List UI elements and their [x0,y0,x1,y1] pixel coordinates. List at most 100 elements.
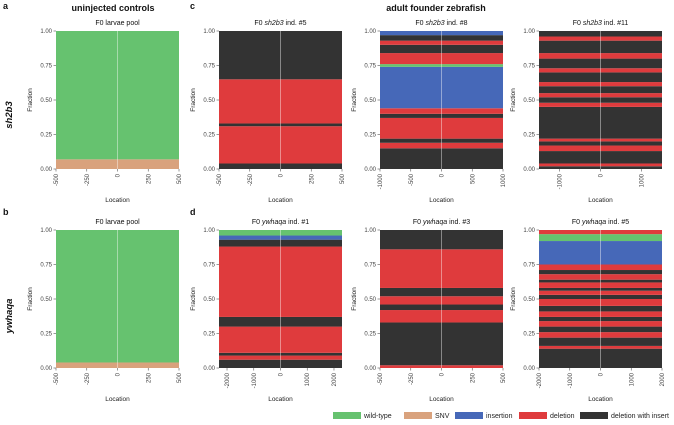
panel-title-gene: ywhaqa [261,219,286,226]
x-tick-label: -250 [248,173,254,186]
panel-6: F0 ywhaqa ind. #1 0.00 0.25 0.50 0.75 1.00 -20… [190,219,342,403]
y-tick-label: 0.00 [523,167,535,173]
x-tick-label: 500 [177,173,183,184]
x-tick-label: 0 [599,372,605,376]
panel-title: F0 ywhaqa ind. #5 [572,219,629,226]
panel-5: F0 larvae pool 0.00 0.25 0.50 0.75 1.00 -500 -2… [27,219,183,403]
panel-8: F0 ywhaqa ind. #5 0.00 0.25 0.50 0.75 1.00 -20… [510,219,666,403]
x-tick-label: 500 [470,173,476,184]
y-tick-label: 0.75 [203,263,215,269]
y-axis-title: Fraction [510,88,517,112]
x-tick-label: 250 [146,173,152,184]
x-axis-title: Location [268,396,293,403]
x-axis-title: Location [429,197,454,204]
y-tick-label: 0.25 [203,133,215,139]
panel-7: F0 ywhaqa ind. #3 0.00 0.25 0.50 0.75 1.00 -50… [351,219,507,403]
panel-2: F0 sh2b3 ind. #5 0.00 0.25 0.50 0.75 1.00 -500… [190,20,346,204]
x-tick-label: 0 [599,173,605,177]
x-tick-label: -1000 [252,372,258,388]
y-tick-label: 0.50 [40,297,52,303]
group-title-controls: uninjected controls [71,3,154,13]
panel-title-prefix: F0 larvae pool [95,20,140,27]
y-tick-label: 0.00 [203,366,215,372]
y-tick-label: 0.75 [364,263,376,269]
panel-title-prefix: F0 [573,20,583,27]
x-tick-label: -2000 [537,372,543,388]
panel-title: F0 larvae pool [95,219,140,226]
panel-title-prefix: F0 [252,219,262,226]
y-tick-label: 1.00 [40,228,52,234]
y-tick-label: 0.25 [40,133,52,139]
y-tick-label: 0.25 [203,332,215,338]
panel-title-prefix: F0 larvae pool [95,219,140,226]
x-tick-label: -2000 [225,372,231,388]
y-axis-title: Fraction [351,88,358,112]
panel-title: F0 sh2b3 ind. #11 [573,20,629,27]
panel-title: F0 sh2b3 ind. #8 [415,20,467,27]
legend-label-snv: SNV [435,413,450,420]
y-tick-label: 0.75 [40,263,52,269]
x-axis-title: Location [588,197,613,204]
y-tick-label: 0.75 [203,64,215,70]
y-tick-label: 0.50 [203,297,215,303]
x-tick-label: -1000 [568,372,574,388]
y-tick-label: 0.50 [364,297,376,303]
panel-title-prefix: F0 [254,20,264,27]
panel-1: F0 larvae pool 0.00 0.25 0.50 0.75 1.00 -500 -2… [27,20,183,204]
y-axis-title: Fraction [190,88,197,112]
y-axis-title: Fraction [27,287,34,311]
x-tick-label: -250 [409,372,415,385]
y-tick-label: 0.75 [40,64,52,70]
x-tick-label: -500 [54,173,60,186]
y-tick-label: 0.75 [364,64,376,70]
legend-item-deletion-with-insert: deletion with insert [580,412,669,420]
x-tick-label: 2000 [660,372,666,386]
panel-title-prefix: F0 [415,20,425,27]
panel-title-suffix: ind. #8 [445,20,468,27]
x-axis-title: Location [588,396,613,403]
x-tick-label: 1000 [501,173,507,187]
x-tick-label: 0 [116,173,122,177]
row-label-sh2b3: sh2b3 [4,101,15,129]
y-tick-label: 0.75 [523,64,535,70]
panel-title-gene: sh2b3 [265,20,284,27]
x-tick-label: -1000 [558,173,564,189]
panel-title-gene: sh2b3 [426,20,445,27]
x-tick-label: -1000 [378,173,384,189]
panel-letter-d: d [190,207,196,217]
x-tick-label: -500 [409,173,415,186]
legend: wild-type SNV insertion deletion deletio… [333,412,669,420]
panel-title-suffix: ind. #1 [286,219,309,226]
legend-item-insertion: insertion [455,412,513,420]
panel-title: F0 ywhaqa ind. #3 [413,219,470,226]
x-tick-label: -500 [217,173,223,186]
x-axis-title: Location [429,396,454,403]
panel-title-gene: ywhaqa [422,219,447,226]
x-tick-label: 2000 [332,372,338,386]
legend-item-snv: SNV [404,412,450,420]
y-tick-label: 1.00 [203,228,215,234]
y-tick-label: 0.25 [364,332,376,338]
y-tick-label: 0.50 [523,297,535,303]
y-tick-label: 0.00 [203,167,215,173]
legend-label-deletion-with-insert: deletion with insert [611,413,669,420]
y-tick-label: 0.00 [40,366,52,372]
legend-item-deletion: deletion [519,412,575,420]
y-tick-label: 0.50 [203,98,215,104]
y-tick-label: 0.50 [364,98,376,104]
legend-item-wild-type: wild-type [333,412,392,420]
x-tick-label: -250 [85,372,91,385]
panel-title-suffix: ind. #3 [447,219,470,226]
y-axis-title: Fraction [190,287,197,311]
panel-letter-a: a [3,1,9,11]
x-axis-title: Location [268,197,293,204]
x-tick-label: 250 [146,372,152,383]
x-axis-title: Location [105,197,130,204]
panel-4: F0 sh2b3 ind. #11 0.00 0.25 0.50 0.75 1.00 -10… [510,20,662,204]
x-tick-label: 1000 [305,372,311,386]
legend-label-insertion: insertion [486,413,513,420]
legend-swatch-insertion [455,412,483,419]
legend-swatch-deletion [519,412,547,419]
x-tick-label: 0 [440,173,446,177]
